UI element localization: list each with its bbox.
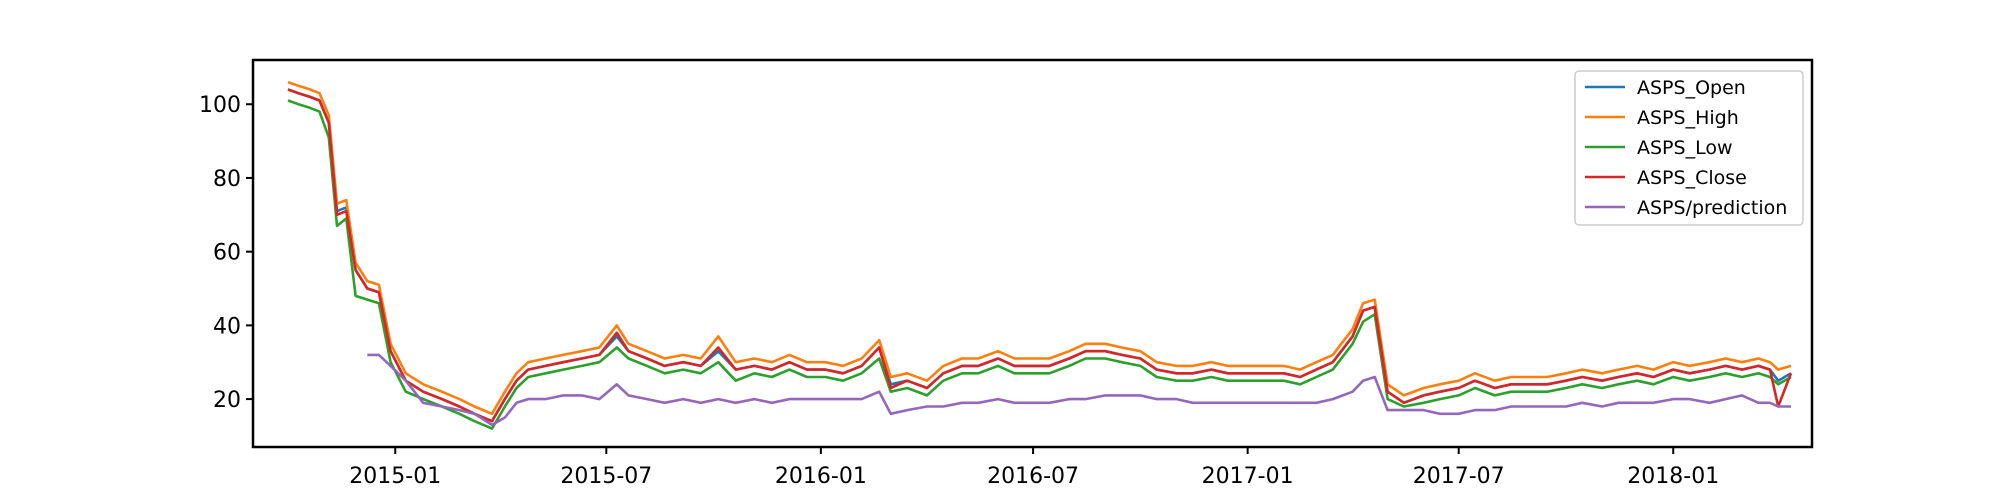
x-tick-label: 2017-07	[1413, 464, 1505, 489]
legend-label: ASPS_Close	[1637, 167, 1747, 189]
legend-label: ASPS/prediction	[1637, 197, 1787, 219]
series-line-asps-prediction	[367, 353, 1791, 427]
x-tick-label: 2015-01	[349, 464, 441, 489]
series-layer	[287, 80, 1793, 430]
series-line-asps-open	[287, 88, 1792, 423]
x-tick-label: 2017-01	[1202, 464, 1294, 489]
x-tick-label: 2016-01	[775, 464, 867, 489]
y-tick-label: 60	[213, 241, 241, 266]
legend: ASPS_Open ASPS_High ASPS_Low ASPS_Close ASPS…	[1574, 70, 1804, 226]
legend-box	[1574, 70, 1804, 226]
x-tick-label: 2015-07	[560, 464, 652, 489]
legend-label: ASPS_High	[1637, 107, 1739, 129]
series-line-asps-high	[287, 80, 1792, 416]
y-tick-label: 20	[213, 388, 241, 413]
y-axis: 20 40 60 80 100	[199, 93, 253, 413]
y-tick-label: 40	[213, 314, 241, 339]
legend-label: ASPS_Open	[1637, 77, 1746, 99]
x-tick-label: 2016-07	[987, 464, 1079, 489]
x-tick-label: 2018-01	[1627, 464, 1719, 489]
series-line-asps-close	[287, 88, 1793, 423]
legend-label: ASPS_Low	[1637, 137, 1733, 159]
series-line-asps-low	[287, 99, 1792, 430]
y-tick-label: 80	[213, 167, 241, 192]
y-tick-label: 100	[199, 93, 241, 118]
x-axis: 2015-01 2015-07 2016-01 2016-07 2017-01 2017-…	[349, 447, 1719, 489]
